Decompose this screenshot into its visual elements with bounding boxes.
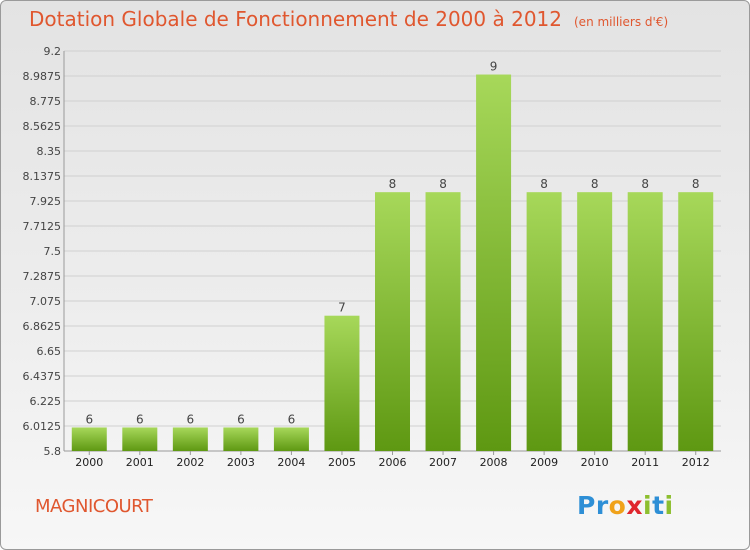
chart-title: Dotation Globale de Fonctionnement de 20… [29,7,668,31]
logo-letter: t [652,491,665,520]
y-tick-label: 6.0125 [23,420,62,433]
bar [678,192,714,452]
bar [71,427,107,451]
data-label: 8 [389,177,397,191]
data-label: 6 [85,412,93,426]
y-tick-label: 8.1375 [23,170,62,183]
bar [223,427,259,451]
chart-subtitle: (en milliers d'€) [574,15,669,29]
y-tick-label: 7.7125 [23,220,62,233]
x-tick-label: 2007 [429,456,457,469]
data-label: 8 [591,177,599,191]
data-label: 6 [136,412,144,426]
y-tick-label: 5.8 [44,445,62,458]
y-tick-label: 6.225 [30,395,62,408]
town-name: MAGNICOURT [35,496,153,517]
bar [324,315,360,451]
y-tick-label: 8.9875 [23,70,62,83]
y-tick-label: 7.5 [44,245,62,258]
data-label: 8 [641,177,649,191]
bar [476,74,512,451]
logo-letter: P [577,491,596,520]
x-tick-label: 2006 [379,456,407,469]
y-tick-label: 8.35 [37,145,62,158]
data-label: 8 [439,177,447,191]
bar [577,192,613,452]
y-tick-label: 8.775 [30,95,62,108]
x-tick-label: 2011 [631,456,659,469]
data-label: 7 [338,301,346,315]
logo-letter: o [608,491,627,520]
data-label: 6 [288,412,296,426]
chart-title-text: Dotation Globale de Fonctionnement de 20… [29,7,562,31]
x-tick-label: 2003 [227,456,255,469]
x-tick-label: 2008 [480,456,508,469]
data-label: 6 [237,412,245,426]
data-label: 8 [540,177,548,191]
bar [425,192,461,452]
x-tick-label: 2002 [176,456,204,469]
bar [172,427,208,451]
y-tick-label: 7.075 [30,295,62,308]
logo-letter: i [664,491,674,520]
x-tick-label: 2005 [328,456,356,469]
y-tick-label: 6.8625 [23,320,62,333]
y-tick-label: 7.2875 [23,270,62,283]
x-tick-label: 2012 [682,456,710,469]
x-tick-label: 2004 [277,456,305,469]
bar [273,427,309,451]
data-label: 9 [490,60,498,74]
bar [526,192,562,452]
logo-letter: i [643,491,653,520]
x-tick-label: 2001 [126,456,154,469]
bar [375,192,410,452]
logo-letter: r [595,491,609,520]
x-tick-label: 2010 [581,456,609,469]
y-tick-label: 7.925 [30,195,62,208]
proxiti-logo[interactable]: Proxiti [577,491,674,520]
bar [627,192,663,452]
data-label: 6 [187,412,195,426]
y-tick-label: 8.5625 [23,120,62,133]
y-tick-label: 9.2 [44,45,62,58]
bar [122,427,158,451]
x-tick-label: 2009 [530,456,558,469]
logo-letter: x [626,491,643,520]
y-tick-label: 6.65 [37,345,62,358]
y-tick-label: 6.4375 [23,370,62,383]
x-tick-label: 2000 [75,456,103,469]
data-label: 8 [692,177,700,191]
